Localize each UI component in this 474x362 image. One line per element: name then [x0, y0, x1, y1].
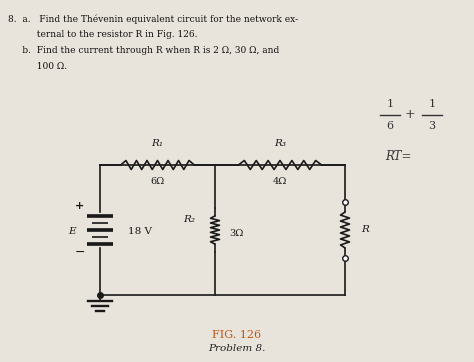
Text: 100 Ω.: 100 Ω.: [8, 62, 67, 71]
Text: +: +: [75, 201, 85, 211]
Text: E: E: [68, 227, 76, 236]
Text: FIG. 126: FIG. 126: [212, 330, 262, 340]
Text: 18 V: 18 V: [128, 227, 152, 236]
Text: 6: 6: [386, 121, 393, 131]
Text: 6Ω: 6Ω: [150, 177, 164, 185]
Text: 1: 1: [428, 99, 436, 109]
Text: 4Ω: 4Ω: [273, 177, 287, 185]
Text: Problem 8.: Problem 8.: [208, 344, 266, 353]
Text: 8.  a.   Find the Thévenin equivalent circuit for the network ex-: 8. a. Find the Thévenin equivalent circu…: [8, 14, 298, 24]
Text: R₂: R₂: [183, 215, 195, 224]
Text: +: +: [405, 109, 415, 122]
Text: RT=: RT=: [385, 150, 411, 163]
Text: R₃: R₃: [274, 139, 286, 147]
Text: 1: 1: [386, 99, 393, 109]
Text: b.  Find the current through R when R is 2 Ω, 30 Ω, and: b. Find the current through R when R is …: [8, 46, 279, 55]
Text: R: R: [361, 226, 369, 235]
Text: 3Ω: 3Ω: [229, 230, 243, 239]
Text: −: −: [75, 245, 85, 258]
Text: 3: 3: [428, 121, 436, 131]
Text: R₁: R₁: [152, 139, 164, 147]
Text: ternal to the resistor R in Fig. 126.: ternal to the resistor R in Fig. 126.: [8, 30, 198, 39]
